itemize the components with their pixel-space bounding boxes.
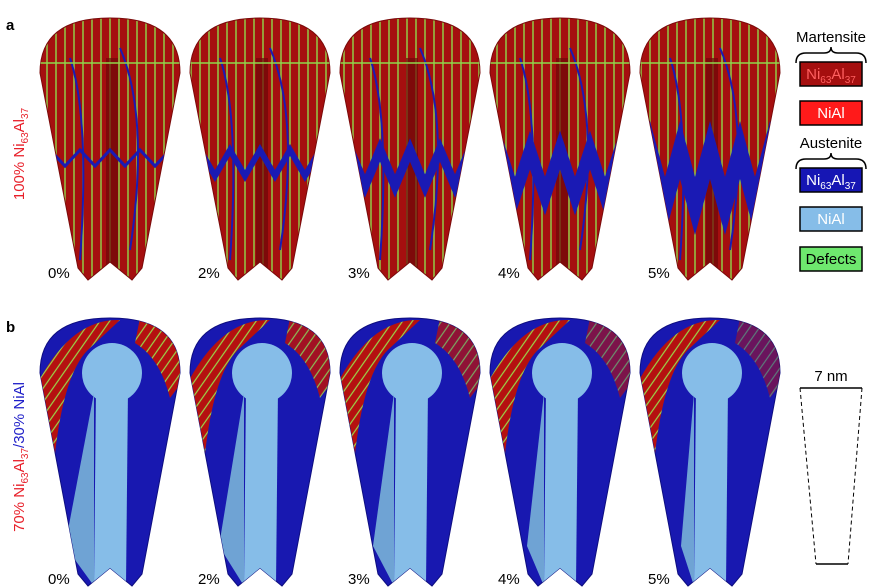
row-label-part: 70% Ni — [11, 484, 28, 532]
row-label-part: /30% NiAl — [11, 382, 28, 448]
legend-label-part: Defects — [806, 251, 857, 268]
row-label: 100% Ni63Al37 — [11, 107, 31, 200]
core — [94, 388, 128, 586]
shadow — [406, 58, 418, 320]
legend-label-part: Ni — [806, 66, 820, 83]
pillar — [35, 318, 185, 586]
strain-label: 4% — [498, 265, 520, 282]
strain-label: 3% — [348, 571, 370, 588]
brace — [796, 153, 866, 169]
pillar — [335, 318, 485, 586]
legend-label-part: 37 — [845, 75, 857, 86]
legend-label-part: 63 — [820, 75, 832, 86]
legend-group-title: Austenite — [800, 135, 863, 152]
strain-label: 5% — [648, 265, 670, 282]
legend-label: NiAl — [817, 211, 845, 228]
core — [244, 388, 278, 586]
scale-label: 7 nm — [814, 368, 847, 385]
brace — [796, 47, 866, 63]
strain-label: 4% — [498, 571, 520, 588]
legend-label: Defects — [806, 251, 857, 268]
row-label: 70% Ni63Al37/30% NiAl — [11, 382, 31, 532]
core-head — [532, 343, 592, 403]
core-head — [82, 343, 142, 403]
row-label-part: 63 — [20, 472, 31, 484]
strain-label: 3% — [348, 265, 370, 282]
strain-label: 0% — [48, 571, 70, 588]
pillar — [635, 318, 785, 586]
pillar — [185, 318, 335, 586]
panel-label: b — [6, 319, 15, 336]
legend-label-part: NiAl — [817, 105, 845, 122]
legend: MartensiteNi63Al37NiAlAusteniteNi63Al37N… — [796, 29, 866, 271]
legend-label: NiAl — [817, 105, 845, 122]
row-label-part: 37 — [20, 107, 31, 119]
strain-label: 5% — [648, 571, 670, 588]
scale-bar: 7 nm — [800, 368, 862, 564]
shadow — [256, 58, 268, 320]
core-head — [232, 343, 292, 403]
figure: MartensiteNi63Al37NiAlAusteniteNi63Al37N… — [0, 0, 872, 588]
strain-label: 2% — [198, 571, 220, 588]
row-label-part: 100% Ni — [11, 143, 28, 200]
core-head — [382, 343, 442, 403]
legend-label-part: NiAl — [817, 211, 845, 228]
legend-label-part: Ni — [806, 172, 820, 189]
strain-label: 0% — [48, 265, 70, 282]
core — [694, 388, 728, 586]
pillar — [485, 318, 635, 586]
row-label-part: Al — [11, 119, 28, 132]
core-head — [682, 343, 742, 403]
shadow — [556, 58, 568, 320]
core — [544, 388, 578, 586]
legend-label-part: Al — [831, 172, 844, 189]
shadow — [106, 58, 118, 320]
strain-label: 2% — [198, 265, 220, 282]
panel-label: a — [6, 17, 15, 34]
row-label-part: Al — [11, 459, 28, 472]
legend-label-part: Al — [831, 66, 844, 83]
row-label-part: 37 — [20, 448, 31, 460]
legend-label-part: 37 — [845, 181, 857, 192]
core — [394, 388, 428, 586]
legend-label-part: 63 — [820, 181, 832, 192]
legend-group-title: Martensite — [796, 29, 866, 46]
row-label-part: 63 — [20, 132, 31, 144]
